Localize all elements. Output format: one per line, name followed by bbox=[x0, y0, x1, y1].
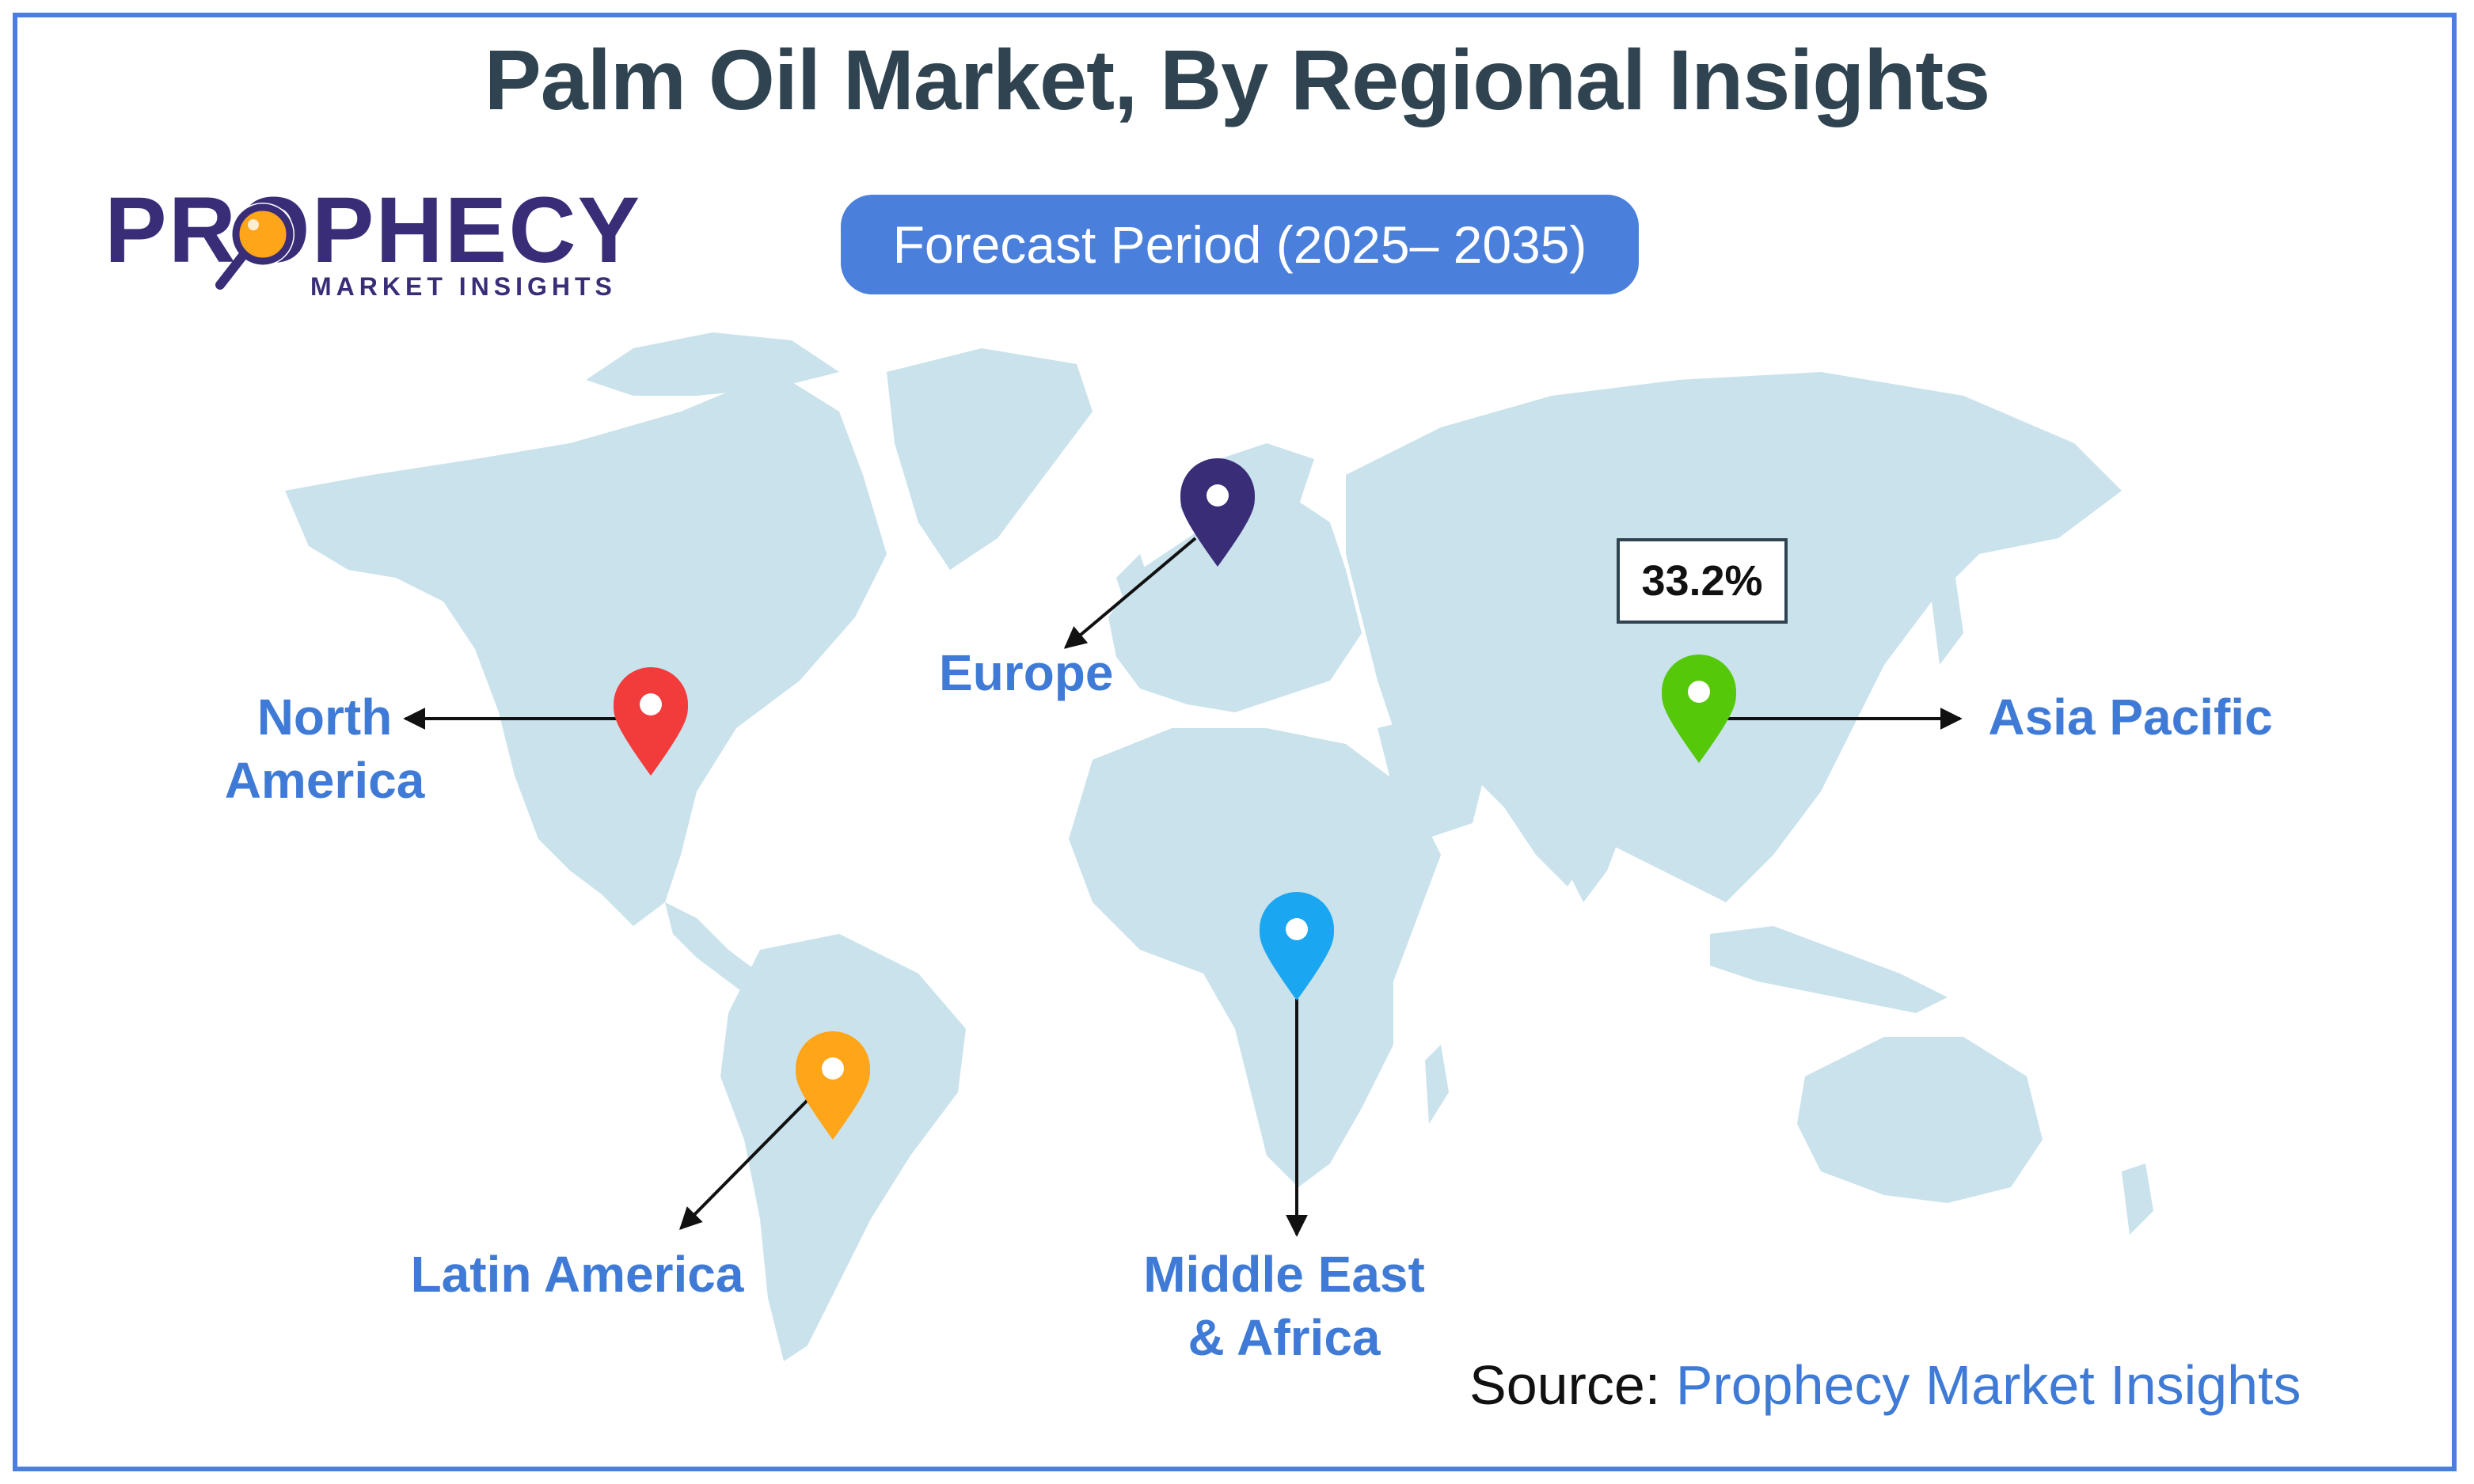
logo: PROPHECY MARKET INSIGHTS bbox=[105, 184, 643, 302]
landmass-asia bbox=[1346, 372, 2122, 902]
landmass-south-america bbox=[720, 934, 966, 1361]
landmass-new-zealand bbox=[2122, 1163, 2153, 1235]
pin-middle-east-africa bbox=[1260, 892, 1334, 1000]
landmass-sea-islands bbox=[1710, 926, 1948, 1013]
landmass-africa bbox=[1069, 728, 1441, 1187]
landmass-japan bbox=[1932, 578, 1963, 665]
landmass-australia bbox=[1797, 1037, 2043, 1203]
label-asia-pacific: Asia Pacific bbox=[1988, 689, 2273, 746]
connector-arrows bbox=[403, 537, 1963, 1237]
source-value: Prophecy Market Insights bbox=[1675, 1354, 2301, 1416]
landmass-india bbox=[1536, 768, 1631, 902]
source-label: Source: bbox=[1469, 1354, 1661, 1416]
source-note: Source: Prophecy Market Insights bbox=[1469, 1353, 2301, 1417]
logo-tagline: MARKET INSIGHTS bbox=[310, 272, 617, 301]
magnifier-icon bbox=[215, 203, 295, 290]
label-north-america: North America bbox=[224, 689, 425, 809]
landmass-arctic-islands bbox=[586, 332, 839, 396]
landmass-madagascar bbox=[1425, 1045, 1449, 1124]
arrow-europe bbox=[1063, 537, 1197, 649]
landmass-north-america bbox=[285, 372, 887, 926]
arrow-latin-america bbox=[679, 1097, 811, 1230]
landmass bbox=[285, 332, 2153, 1361]
asia-pacific-share-value: 33.2% bbox=[1617, 538, 1788, 624]
label-middle-east-africa: Middle East & Africa bbox=[1143, 1246, 1425, 1366]
landmass-europe bbox=[1108, 491, 1362, 712]
page-title: Palm Oil Market, By Regional Insights bbox=[484, 32, 1990, 127]
pin-asia-pacific bbox=[1662, 655, 1736, 763]
logo-wordmark: PROPHECY bbox=[105, 178, 642, 283]
label-europe: Europe bbox=[939, 644, 1114, 701]
label-latin-america: Latin America bbox=[410, 1246, 744, 1303]
pin-europe bbox=[1180, 458, 1255, 567]
pin-north-america bbox=[614, 667, 688, 776]
landmass-arabia bbox=[1378, 712, 1488, 839]
forecast-period-badge: Forecast Period (2025– 2035) bbox=[841, 195, 1639, 294]
landmass-greenland bbox=[887, 348, 1093, 570]
pin-latin-america bbox=[796, 1031, 870, 1140]
border-frame bbox=[13, 13, 2457, 1471]
